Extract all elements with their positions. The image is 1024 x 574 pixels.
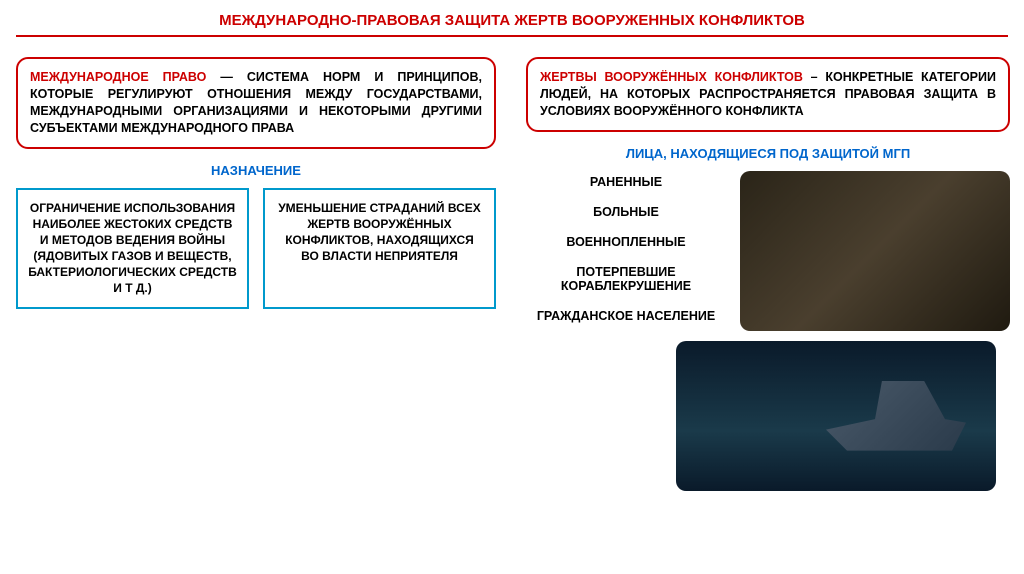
purpose-box-2: УМЕНЬШЕНИЕ СТРАДАНИЙ ВСЕХ ЖЕРТВ ВООРУЖЁН… xyxy=(263,188,496,309)
purpose-boxes-row: ОГРАНИЧЕНИЕ ИСПОЛЬЗОВАНИЯ НАИБОЛЕЕ ЖЕСТО… xyxy=(16,188,496,309)
wounded-soldier-image xyxy=(740,171,1010,331)
protected-item: РАНЕННЫЕ xyxy=(526,175,726,189)
right-column: ЖЕРТВЫ ВООРУЖЁННЫХ КОНФЛИКТОВ – КОНКРЕТН… xyxy=(526,57,1010,491)
ship-silhouette xyxy=(826,381,966,451)
protected-persons-list: РАНЕННЫЕ БОЛЬНЫЕ ВОЕННОПЛЕННЫЕ ПОТЕРПЕВШ… xyxy=(526,171,726,323)
protected-item: ГРАЖДАНСКОЕ НАСЕЛЕНИЕ xyxy=(526,309,726,323)
protected-item: ПОТЕРПЕВШИЕ КОРАБЛЕКРУШЕНИЕ xyxy=(526,265,726,293)
protected-label: ЛИЦА, НАХОДЯЩИЕСЯ ПОД ЗАЩИТОЙ МГП xyxy=(526,146,1010,161)
purpose-box-1: ОГРАНИЧЕНИЕ ИСПОЛЬЗОВАНИЯ НАИБОЛЕЕ ЖЕСТО… xyxy=(16,188,249,309)
purpose-label: НАЗНАЧЕНИЕ xyxy=(16,163,496,178)
victims-term: ЖЕРТВЫ ВООРУЖЁННЫХ КОНФЛИКТОВ xyxy=(540,70,803,84)
intl-law-definition-box: МЕЖДУНАРОДНОЕ ПРАВО — СИСТЕМА НОРМ И ПРИ… xyxy=(16,57,496,149)
page-title: МЕЖДУНАРОДНО-ПРАВОВАЯ ЗАЩИТА ЖЕРТВ ВООРУ… xyxy=(16,12,1008,37)
intl-law-term: МЕЖДУНАРОДНОЕ ПРАВО xyxy=(30,70,206,84)
victims-definition-box: ЖЕРТВЫ ВООРУЖЁННЫХ КОНФЛИКТОВ – КОНКРЕТН… xyxy=(526,57,1010,132)
right-content-row: РАНЕННЫЕ БОЛЬНЫЕ ВОЕННОПЛЕННЫЕ ПОТЕРПЕВШ… xyxy=(526,171,1010,331)
protected-item: ВОЕННОПЛЕННЫЕ xyxy=(526,235,726,249)
protected-item: БОЛЬНЫЕ xyxy=(526,205,726,219)
left-column: МЕЖДУНАРОДНОЕ ПРАВО — СИСТЕМА НОРМ И ПРИ… xyxy=(16,57,496,491)
main-columns: МЕЖДУНАРОДНОЕ ПРАВО — СИСТЕМА НОРМ И ПРИ… xyxy=(16,57,1008,491)
shipwreck-image xyxy=(676,341,996,491)
